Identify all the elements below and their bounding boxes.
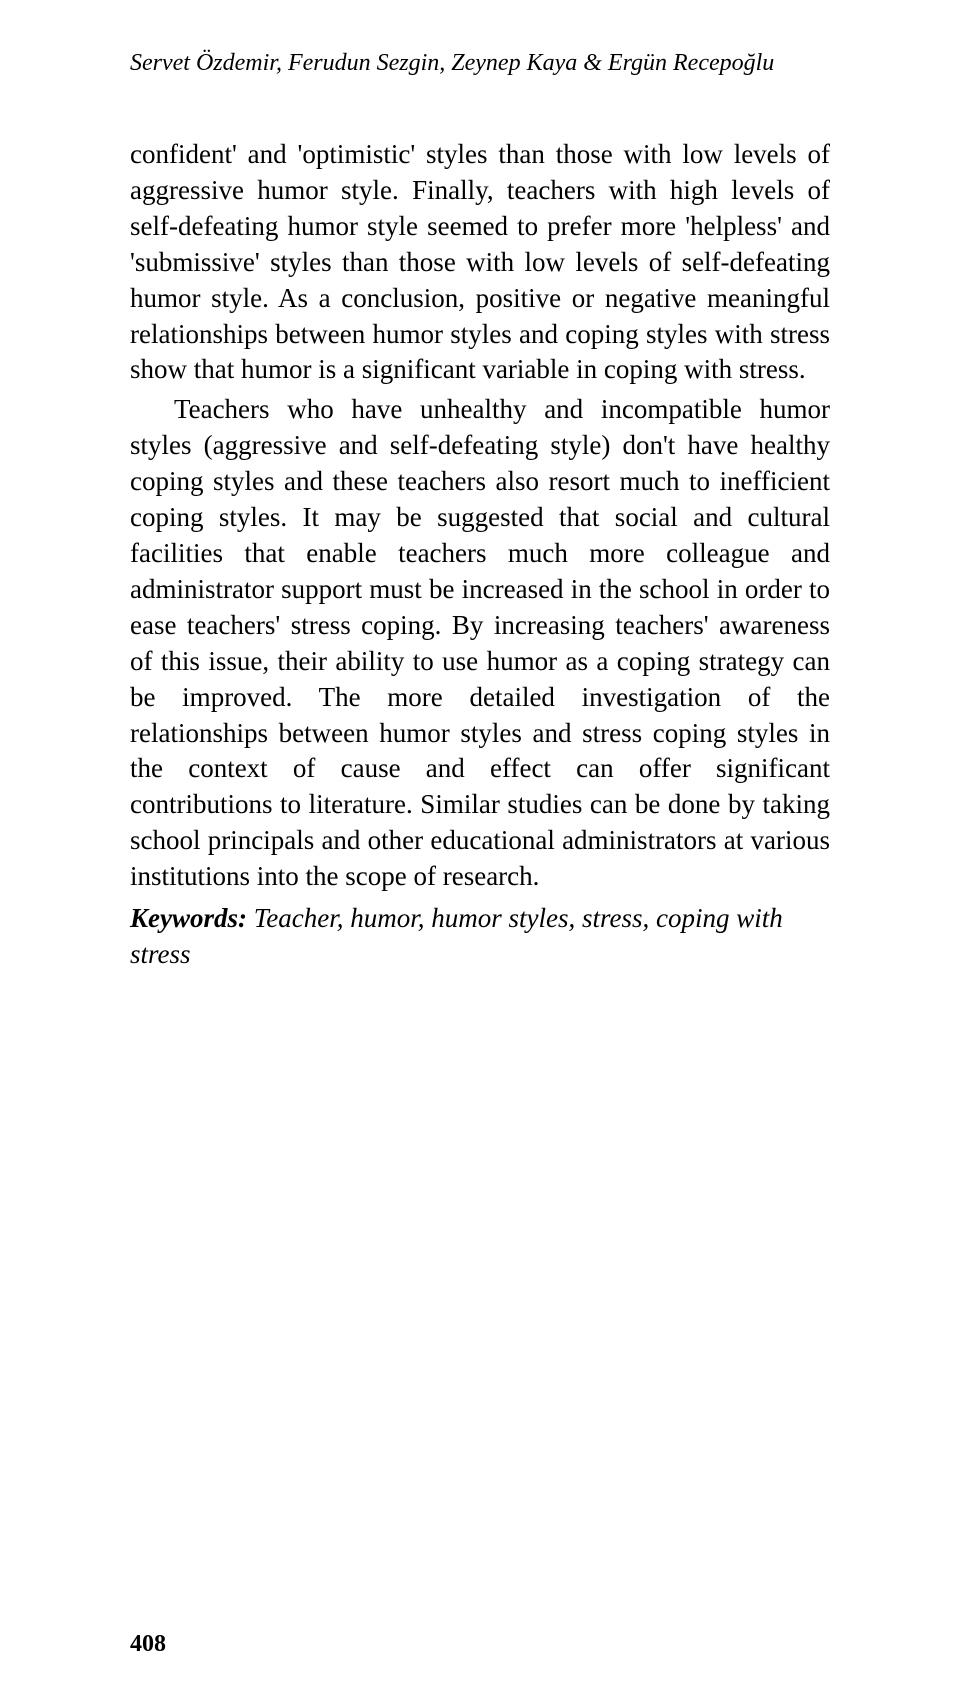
page-container: Servet Özdemir, Ferudun Sezgin, Zeynep K… — [0, 0, 960, 1704]
page-number: 408 — [130, 1631, 166, 1658]
keywords-line: Keywords: Teacher, humor, humor styles, … — [130, 901, 830, 973]
running-head-authors: Servet Özdemir, Ferudun Sezgin, Zeynep K… — [130, 50, 830, 77]
body-paragraph-1: confident' and 'optimistic' styles than … — [130, 137, 830, 388]
body-paragraph-2: Teachers who have unhealthy and incompat… — [130, 392, 830, 895]
keywords-label: Keywords: — [130, 903, 247, 933]
